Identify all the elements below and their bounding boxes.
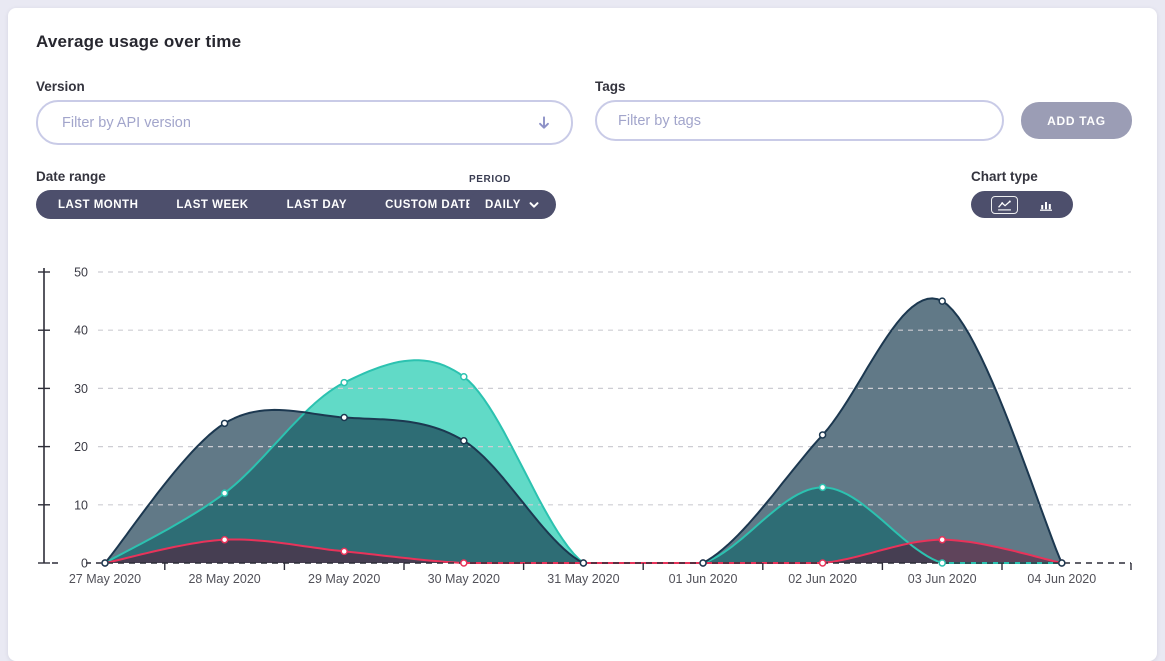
svg-text:28 May 2020: 28 May 2020	[188, 572, 260, 586]
tags-input-field[interactable]	[618, 113, 986, 129]
bar-chart-icon	[1039, 199, 1053, 211]
date-range-group: LAST MONTH LAST WEEK LAST DAY CUSTOM DAT…	[36, 190, 515, 219]
bar-chart-type-button[interactable]	[1039, 199, 1053, 211]
download-icon	[1101, 198, 1115, 212]
svg-text:31 May 2020: 31 May 2020	[547, 572, 619, 586]
line-chart-type-button[interactable]	[991, 196, 1018, 214]
dropdown-arrow-icon	[535, 114, 553, 132]
last-day-button[interactable]: LAST DAY	[268, 190, 366, 219]
svg-text:04 Jun 2020: 04 Jun 2020	[1027, 572, 1096, 586]
page-title: Average usage over time	[36, 32, 241, 52]
period-label: PERIOD	[469, 174, 511, 185]
last-week-label: LAST WEEK	[176, 199, 248, 211]
tags-label: Tags	[595, 79, 626, 94]
last-week-button[interactable]: LAST WEEK	[157, 190, 267, 219]
page-background: { "card": { "title": "Average usage over…	[0, 0, 1165, 661]
chart-type-label: Chart type	[971, 169, 1038, 184]
add-tag-button[interactable]: ADD TAG	[1021, 102, 1132, 139]
last-month-label: LAST MONTH	[58, 199, 138, 211]
svg-text:0: 0	[81, 557, 88, 571]
svg-text:30 May 2020: 30 May 2020	[428, 572, 500, 586]
version-label: Version	[36, 79, 85, 94]
svg-text:50: 50	[74, 266, 88, 280]
tags-input[interactable]	[595, 100, 1004, 141]
svg-text:27 May 2020: 27 May 2020	[69, 572, 141, 586]
svg-text:40: 40	[74, 324, 88, 338]
svg-text:01 Jun 2020: 01 Jun 2020	[669, 572, 738, 586]
last-day-label: LAST DAY	[287, 199, 347, 211]
period-select[interactable]: DAILY	[469, 190, 556, 219]
download-button[interactable]	[1083, 191, 1132, 218]
svg-text:20: 20	[74, 440, 88, 454]
usage-card: Average usage over time Version Tags ADD…	[8, 8, 1157, 661]
line-chart-icon	[991, 196, 1018, 214]
chart-type-group	[971, 191, 1073, 218]
svg-text:30: 30	[74, 382, 88, 396]
last-month-button[interactable]: LAST MONTH	[39, 190, 157, 219]
period-value: DAILY	[485, 199, 521, 211]
version-input-field[interactable]	[62, 115, 535, 131]
usage-chart: 0 10 20 30 40 50 27 May 2020 28 May 2020 29 May …	[30, 260, 1140, 600]
custom-date-label: CUSTOM DATE	[385, 199, 474, 211]
version-input[interactable]	[36, 100, 573, 145]
svg-text:29 May 2020: 29 May 2020	[308, 572, 380, 586]
svg-text:10: 10	[74, 498, 88, 512]
period-daily-button[interactable]: DAILY	[469, 190, 556, 219]
svg-text:03 Jun 2020: 03 Jun 2020	[908, 572, 977, 586]
svg-text:02 Jun 2020: 02 Jun 2020	[788, 572, 857, 586]
date-range-label: Date range	[36, 169, 106, 184]
chevron-down-icon	[528, 199, 540, 211]
